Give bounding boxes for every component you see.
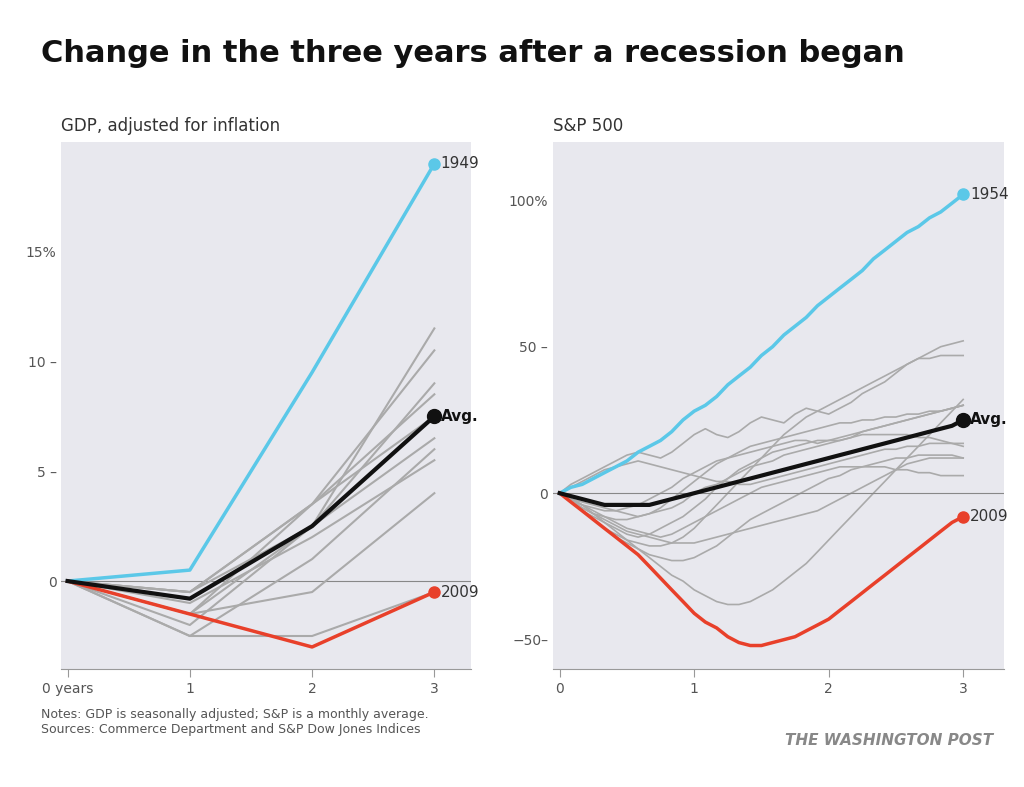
Text: Avg.: Avg. xyxy=(970,412,1008,427)
Text: Avg.: Avg. xyxy=(440,408,478,423)
Text: Notes: GDP is seasonally adjusted; S&P is a monthly average.
Sources: Commerce D: Notes: GDP is seasonally adjusted; S&P i… xyxy=(41,708,429,737)
Text: 1954: 1954 xyxy=(970,187,1009,202)
Text: THE WASHINGTON POST: THE WASHINGTON POST xyxy=(785,733,993,748)
Text: S&P 500: S&P 500 xyxy=(553,116,624,135)
Text: 2009: 2009 xyxy=(970,509,1009,524)
Text: 1949: 1949 xyxy=(440,156,479,171)
Text: GDP, adjusted for inflation: GDP, adjusted for inflation xyxy=(61,116,281,135)
Text: 2009: 2009 xyxy=(440,585,479,600)
Text: Change in the three years after a recession began: Change in the three years after a recess… xyxy=(41,39,905,68)
